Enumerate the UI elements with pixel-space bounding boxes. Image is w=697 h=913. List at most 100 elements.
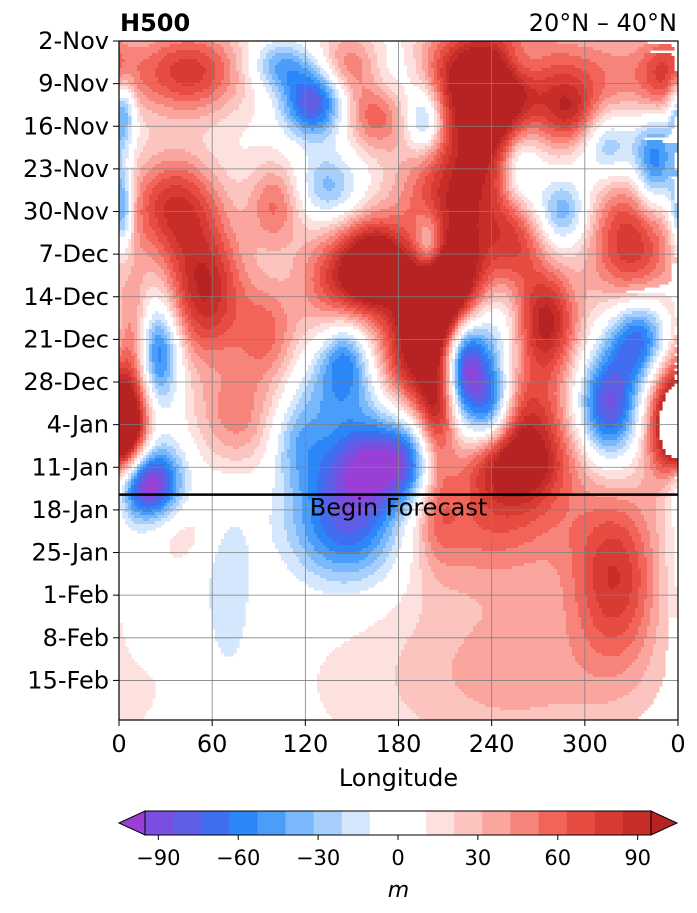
contour-fill-cell	[119, 197, 126, 201]
contour-fill-cell	[512, 164, 516, 168]
contour-fill-cell	[422, 191, 432, 195]
contour-fill-cell	[437, 101, 441, 105]
contour-fill-cell	[614, 263, 648, 267]
contour-fill-cell	[431, 242, 435, 246]
contour-fill-cell	[119, 308, 123, 312]
contour-fill-cell	[125, 200, 129, 204]
contour-fill-cell	[248, 275, 270, 279]
contour-fill-cell	[299, 143, 336, 147]
contour-fill-cell	[131, 197, 135, 201]
contour-fill-cell	[167, 308, 171, 312]
contour-fill-cell	[371, 179, 384, 183]
contour-fill-cell	[515, 332, 519, 336]
contour-fill-cell	[527, 53, 552, 57]
contour-fill-cell	[215, 62, 225, 66]
contour-fill-cell	[533, 260, 543, 264]
contour-fill-cell	[158, 251, 168, 255]
contour-fill-cell	[281, 164, 291, 168]
contour-fill-cell	[287, 212, 294, 216]
contour-fill-cell	[530, 299, 537, 303]
contour-fill-cell	[155, 185, 171, 189]
contour-fill-cell	[149, 341, 153, 345]
contour-fill-cell	[602, 290, 627, 294]
contour-fill-cell	[569, 83, 585, 87]
contour-fill-cell	[203, 137, 240, 141]
contour-fill-cell	[194, 272, 210, 276]
contour-fill-cell	[542, 56, 582, 60]
contour-fill-cell	[146, 236, 159, 240]
contour-fill-cell	[467, 332, 492, 336]
contour-fill-cell	[284, 110, 291, 114]
contour-fill-cell	[626, 260, 636, 264]
contour-fill-cell	[431, 44, 438, 48]
contour-fill-cell	[134, 221, 138, 225]
contour-fill-cell	[437, 86, 441, 90]
contour-fill-cell	[143, 92, 159, 96]
contour-fill-cell	[608, 236, 618, 240]
contour-fill-cell	[131, 92, 135, 96]
contour-fill-cell	[206, 143, 240, 147]
contour-fill-cell	[398, 239, 408, 243]
contour-fill-cell	[188, 290, 198, 294]
contour-fill-cell	[362, 44, 375, 48]
contour-fill-cell	[125, 107, 129, 111]
contour-fill-cell	[380, 344, 384, 348]
contour-fill-cell	[215, 224, 225, 228]
contour-fill-cell	[494, 152, 498, 156]
contour-fill-cell	[206, 215, 213, 219]
contour-fill-cell	[596, 266, 606, 270]
contour-fill-cell	[131, 74, 141, 78]
contour-fill-cell	[155, 164, 195, 168]
contour-fill-cell	[500, 233, 519, 237]
contour-fill-cell	[236, 305, 264, 309]
contour-fill-cell	[671, 233, 675, 237]
contour-fill-cell	[371, 326, 378, 330]
contour-fill-cell	[593, 47, 639, 51]
contour-fill-cell	[185, 341, 192, 345]
contour-fill-cell	[518, 233, 525, 237]
contour-fill-cell	[446, 125, 450, 129]
contour-fill-cell	[362, 212, 372, 216]
contour-fill-cell	[182, 41, 195, 45]
contour-fill-cell	[239, 104, 255, 108]
contour-fill-cell	[644, 170, 651, 174]
contour-fill-cell	[191, 293, 201, 297]
contour-fill-cell	[257, 257, 294, 261]
contour-fill-cell	[221, 287, 228, 291]
contour-fill-cell	[437, 194, 447, 198]
contour-fill-cell	[179, 317, 183, 321]
contour-fill-cell	[524, 278, 549, 282]
contour-fill-cell	[671, 110, 675, 114]
contour-fill-cell	[386, 347, 390, 351]
contour-fill-cell	[605, 83, 642, 87]
contour-fill-cell	[458, 332, 462, 336]
contour-fill-cell	[410, 146, 426, 150]
contour-fill-cell	[449, 113, 453, 117]
contour-fill-cell	[671, 194, 675, 198]
contour-fill-cell	[305, 284, 315, 288]
contour-fill-cell	[587, 134, 594, 138]
contour-fill-cell	[605, 326, 612, 330]
contour-fill-cell	[443, 110, 447, 114]
contour-fill-cell	[329, 83, 336, 87]
contour-fill-cell	[344, 299, 354, 303]
contour-fill-cell	[530, 326, 534, 330]
contour-fill-cell	[383, 89, 393, 93]
contour-fill-cell	[224, 104, 240, 108]
contour-fill-cell	[155, 71, 171, 75]
contour-fill-cell	[641, 224, 651, 228]
contour-fill-cell	[122, 311, 138, 315]
contour-fill-cell	[275, 107, 279, 111]
contour-fill-cell	[443, 248, 480, 252]
contour-fill-cell	[128, 86, 135, 90]
contour-fill-cell	[437, 83, 441, 87]
contour-fill-cell	[575, 206, 582, 210]
contour-fill-cell	[269, 83, 276, 87]
contour-fill-cell	[440, 86, 444, 90]
contour-fill-cell	[491, 47, 501, 51]
contour-fill-cell	[476, 275, 480, 279]
contour-fill-cell	[407, 179, 417, 183]
contour-fill-cell	[659, 260, 666, 264]
contour-fill-cell	[182, 248, 210, 252]
contour-fill-cell	[197, 212, 207, 216]
